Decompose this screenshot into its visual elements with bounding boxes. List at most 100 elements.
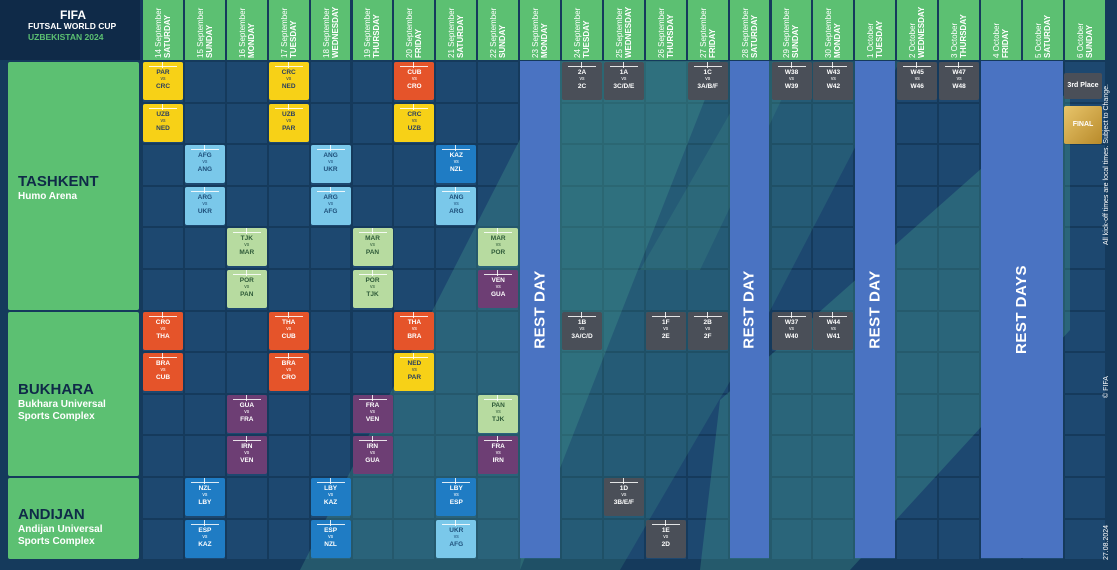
match-card: W43 vs W42 — [813, 62, 854, 100]
grid-cell — [1064, 478, 1105, 518]
grid-cell — [268, 270, 309, 310]
grid-cell — [184, 62, 225, 102]
team-b: TJK — [492, 415, 505, 423]
vs-label: vs — [328, 492, 334, 498]
grid-cell — [562, 145, 602, 185]
header-date: 17 September — [279, 7, 289, 58]
grid-cell — [939, 145, 979, 185]
match-card: CRO vs THA — [143, 311, 183, 350]
vs-label: vs — [244, 408, 250, 415]
team-a: NED — [407, 360, 422, 368]
team-a: PAN — [491, 401, 505, 409]
grid-cell — [687, 145, 728, 185]
grid-cell — [478, 311, 519, 352]
grid-cell — [268, 228, 309, 268]
grid-cell — [687, 478, 728, 518]
grid-cell — [645, 145, 686, 185]
team-a: VEN — [491, 277, 505, 284]
venue-subtitle: Bukhara Universal Sports Complex — [18, 398, 106, 422]
team-a: W37 — [784, 318, 799, 326]
venue-name: ANDIJAN — [18, 505, 85, 523]
match-card: W45 vs W46 — [897, 62, 938, 100]
grid-cell — [771, 436, 812, 476]
grid-cell — [268, 145, 309, 185]
match-card: THA vs CUB — [268, 311, 309, 350]
vs-label: vs — [956, 76, 962, 82]
grid-cell — [813, 145, 854, 185]
venue-subtitle: Humo Arena — [18, 190, 78, 202]
header-date: 28 September — [740, 7, 750, 58]
vs-label: vs — [411, 117, 417, 124]
team-a: UZB — [282, 110, 296, 118]
date-header-22: 6 October SUNDAY — [1064, 0, 1105, 60]
header-date: 30 September — [824, 7, 834, 58]
rest-day-label: REST DAY — [866, 270, 884, 349]
grid-cell — [897, 478, 938, 518]
rest-day-column: REST DAYS — [981, 61, 1063, 559]
date-header-11: 25 September WEDNESDAY — [603, 0, 644, 60]
team-b: W42 — [826, 83, 841, 90]
match-card: FRA vs VEN — [352, 394, 393, 433]
vs-label: vs — [579, 325, 585, 332]
header-day: WEDNESDAY — [330, 6, 340, 58]
grid-cell — [143, 436, 183, 476]
header-date: 4 October — [991, 22, 1001, 58]
grid-cell — [603, 394, 644, 435]
team-a: POR — [239, 277, 254, 284]
grid-cell — [562, 228, 602, 268]
team-b: W48 — [952, 83, 966, 90]
grid-cell — [603, 311, 644, 352]
team-b: 2E — [661, 332, 670, 340]
grid-cell — [1064, 228, 1105, 268]
header-day: TUESDAY — [288, 20, 298, 59]
team-a: 1D — [619, 485, 629, 492]
vs-label: vs — [830, 76, 836, 82]
grid-cell — [1064, 519, 1105, 560]
venue-name: TASHKENT — [18, 172, 99, 190]
logo-title: FUTSAL WORLD CUP — [28, 21, 117, 31]
grid-cell — [184, 394, 225, 435]
venue-andijan: ANDIJAN Andijan Universal Sports Complex — [8, 478, 139, 560]
vs-label: vs — [202, 200, 208, 207]
header-date: 27 September — [698, 7, 708, 58]
grid-cell — [603, 519, 644, 560]
match-card: ARG vs UKR — [184, 186, 225, 225]
grid-cell — [897, 228, 938, 268]
grid-cell — [394, 270, 435, 310]
vs-label: vs — [914, 76, 920, 82]
date-header-9: 23 September MONDAY — [520, 0, 560, 60]
vs-label: vs — [411, 367, 417, 374]
team-b: CRC — [155, 83, 171, 90]
vs-label: vs — [453, 159, 459, 166]
grid-cell — [1064, 311, 1105, 352]
grid-cell — [310, 311, 351, 352]
team-a: POR — [365, 277, 380, 284]
match-card: FRA vs IRN — [478, 436, 519, 475]
header-day: THURSDAY — [959, 14, 969, 58]
vs-label: vs — [705, 76, 711, 82]
match-card: 1F vs 2E — [645, 311, 686, 350]
team-b: UZB — [407, 124, 422, 132]
header-day: TUESDAY — [875, 20, 885, 59]
team-a: 1A — [619, 69, 629, 76]
team-b: W41 — [826, 332, 841, 340]
grid-cell — [436, 311, 477, 352]
date-header-10: 24 September TUESDAY — [562, 0, 602, 60]
match-card: W38 vs W39 — [771, 62, 812, 100]
vs-label: vs — [411, 76, 417, 82]
copyright: © FIFA — [1103, 376, 1110, 398]
header-day: WEDNESDAY — [917, 6, 927, 58]
team-a: THA — [407, 318, 422, 326]
rest-day-label: REST DAYS — [1013, 265, 1031, 355]
header-day: THURSDAY — [372, 14, 382, 58]
print-date: 27.08.2024 — [1103, 524, 1110, 560]
team-a: 1E — [661, 526, 670, 534]
grid-cell — [352, 311, 393, 352]
team-b: CRO — [407, 83, 422, 90]
match-card: 1A vs 3C/D/E — [603, 62, 644, 100]
header-day: SUNDAY — [1084, 24, 1094, 58]
match-card: 2A vs 2C — [562, 62, 602, 100]
team-b: ARG — [449, 207, 464, 215]
date-header-20: 4 October FRIDAY — [981, 0, 1021, 60]
side-note: All kick-off times are local times. Subj… — [1103, 84, 1110, 245]
